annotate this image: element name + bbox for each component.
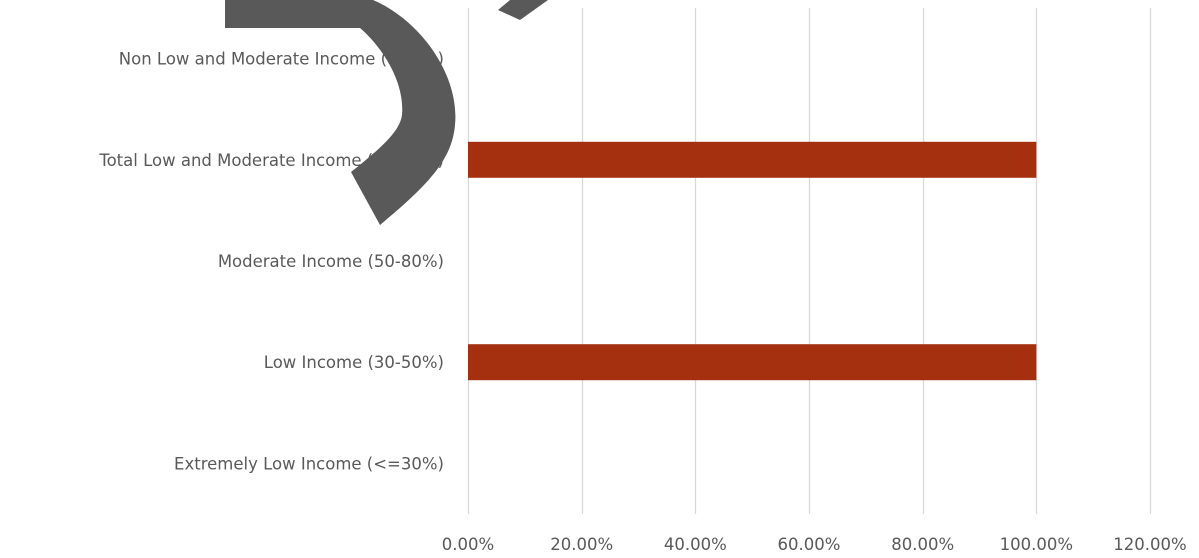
- category-label: Moderate Income (50-80%): [218, 252, 444, 271]
- grid-lines: [467, 8, 1152, 514]
- category-label: Extremely Low Income (<=30%): [174, 454, 444, 473]
- x-tick-label: 120.00%: [1113, 535, 1186, 554]
- x-tick-label: 0.00%: [442, 535, 494, 554]
- x-tick-label: 80.00%: [891, 535, 954, 554]
- x-tick-label: 20.00%: [550, 535, 613, 554]
- x-axis-tick-labels: 0.00% 20.00% 40.00% 60.00% 80.00% 100.00% 120.…: [442, 535, 1187, 554]
- watermark-stroke-right: [498, 0, 548, 20]
- watermark-mark: [225, 0, 548, 225]
- watermark-stroke-d: [225, 0, 456, 225]
- x-tick-label: 100.00%: [1000, 535, 1073, 554]
- x-tick-label: 40.00%: [664, 535, 727, 554]
- x-tick-label: 60.00%: [778, 535, 841, 554]
- bars: [468, 141, 1037, 381]
- category-labels: Extremely Low Income (<=30%) Low Income (…: [98, 50, 444, 474]
- category-label: Total Low and Moderate Income (<=80%): [98, 151, 444, 170]
- category-label: Non Low and Moderate Income (>80%): [119, 50, 444, 69]
- bar: [468, 141, 1037, 178]
- bar: [468, 344, 1037, 381]
- category-label: Low Income (30-50%): [264, 353, 444, 372]
